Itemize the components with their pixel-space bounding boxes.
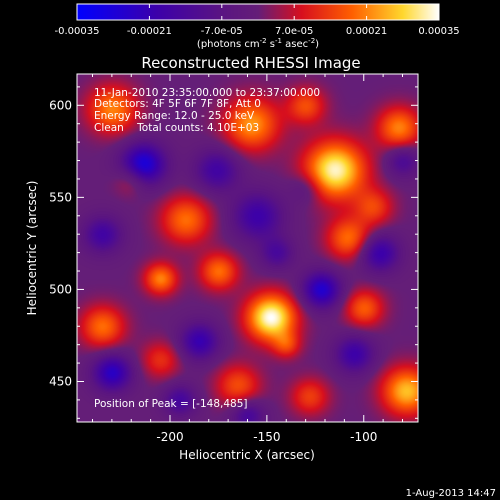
x-axis-title: Heliocentric X (arcsec)	[179, 448, 315, 462]
colorbar-tick-label: 0.00021	[346, 26, 387, 37]
x-tick-label: -150	[253, 430, 280, 444]
colorbar-tick-label: 0.00035	[418, 26, 459, 37]
colorbar-ticks: -0.00035 -0.00021 -7.0e-05 7.0e-05 0.00021 0.…	[55, 4, 460, 37]
heatmap-image-container	[77, 74, 418, 422]
annotation-time: 11-Jan-2010 23:35:00.000 to 23:37:00.000	[94, 87, 320, 99]
y-tick-label: 500	[49, 282, 72, 296]
y-tick-label: 450	[49, 374, 72, 388]
colorbar-gradient	[77, 4, 439, 20]
y-axis-title: Heliocentric Y (arcsec)	[25, 181, 39, 316]
axis-ticks: -200 -150 -100 450 500 550 600	[49, 74, 418, 444]
colorbar-unit-label: (photons cm-2 s-1 asec-2)	[197, 37, 319, 50]
y-tick-label: 600	[49, 98, 72, 112]
colorbar-tick-label: -0.00021	[127, 26, 172, 37]
x-tick-label: -100	[350, 430, 377, 444]
colorbar: -0.00035 -0.00021 -7.0e-05 7.0e-05 0.00021 0.…	[55, 3, 460, 50]
annotation-method: Clean Total counts: 4.10E+03	[94, 122, 259, 134]
heatmap-canvas	[77, 74, 418, 422]
footer-date: 1-Aug-2013 14:47	[406, 488, 496, 499]
annotation-detectors: Detectors: 4F 5F 6F 7F 8F, Att 0	[94, 98, 261, 110]
annotation-peak: Position of Peak = [-148,485]	[94, 398, 248, 410]
y-tick-label: 550	[49, 190, 72, 204]
annotation-block: 11-Jan-2010 23:35:00.000 to 23:37:00.000…	[94, 87, 320, 134]
colorbar-tick-label: -7.0e-05	[201, 26, 243, 37]
x-tick-label: -200	[156, 430, 183, 444]
colorbar-frame	[76, 3, 440, 21]
chart-title: Reconstructed RHESSI Image	[141, 54, 360, 72]
colorbar-tick-label: -0.00035	[55, 26, 100, 37]
annotation-energy: Energy Range: 12.0 - 25.0 keV	[94, 110, 255, 122]
colorbar-tick-label: 7.0e-05	[275, 26, 313, 37]
